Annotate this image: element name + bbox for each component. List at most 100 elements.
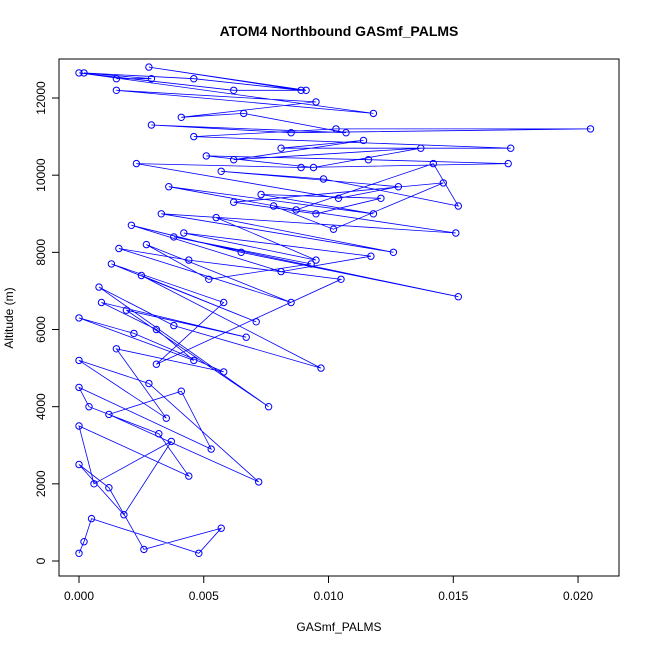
y-tick-label: 0: [34, 557, 48, 564]
data-point: [170, 233, 178, 241]
data-point: [195, 549, 203, 557]
data-point: [329, 225, 338, 233]
data-point: [292, 206, 300, 214]
x-tick-label: 0.020: [563, 589, 593, 603]
data-point: [252, 318, 260, 326]
data-point: [230, 156, 238, 164]
data-point: [255, 478, 263, 486]
data-point: [180, 229, 188, 237]
data-point: [257, 190, 265, 199]
data-point: [112, 345, 121, 353]
data-point: [394, 183, 403, 191]
data-point: [359, 136, 368, 145]
data-point: [75, 356, 83, 365]
y-tick-label: 12000: [34, 81, 48, 115]
data-point: [190, 132, 198, 141]
x-axis: 0.000 0.005 0.010 0.015 0.020: [64, 576, 593, 603]
data-point: [417, 144, 425, 152]
x-axis-label: GASmf_PALMS: [296, 620, 381, 634]
data-point: [170, 321, 178, 330]
data-point: [312, 256, 320, 264]
data-point: [312, 98, 320, 106]
data-point: [207, 445, 215, 453]
data-point: [217, 167, 225, 176]
data-point: [75, 422, 83, 430]
data-point: [389, 248, 398, 257]
x-tick-label: 0.010: [314, 589, 344, 603]
data-point: [302, 86, 310, 95]
y-tick-label: 6000: [34, 316, 48, 343]
data-point: [202, 152, 211, 160]
chart-title: ATOM4 Northbound GASmf_PALMS: [220, 23, 459, 39]
y-tick-label: 4000: [34, 393, 48, 420]
data-point: [75, 314, 83, 322]
data-point: [369, 109, 378, 118]
data-point: [80, 69, 88, 77]
data-point: [334, 194, 343, 203]
data-point: [142, 240, 151, 249]
data-point: [220, 368, 228, 376]
data-point: [287, 298, 295, 307]
data-point: [132, 159, 141, 168]
data-point: [190, 75, 198, 83]
data-point: [87, 514, 96, 523]
data-point: [75, 383, 83, 392]
data-point: [307, 260, 315, 268]
data-point: [364, 156, 373, 164]
data-point: [277, 144, 285, 152]
data-point: [264, 403, 273, 411]
data-point: [97, 298, 106, 307]
x-tick-label: 0.000: [64, 589, 94, 603]
data-point: [127, 221, 136, 230]
data-point: [586, 125, 595, 133]
data-point: [317, 364, 325, 372]
data-point: [242, 333, 250, 341]
data-point: [319, 175, 328, 183]
data-point: [85, 403, 93, 411]
data-point: [137, 271, 146, 280]
data-point: [429, 159, 437, 168]
data-point: [112, 75, 121, 83]
data-point: [212, 213, 220, 222]
data-point: [165, 183, 173, 191]
data-point: [90, 480, 98, 488]
data-point: [439, 179, 447, 187]
data-point: [145, 63, 153, 71]
data-point: [277, 267, 285, 276]
data-point: [75, 69, 83, 77]
data-point: [105, 484, 113, 492]
data-point: [237, 248, 245, 257]
data-point: [367, 252, 375, 260]
data-point: [185, 472, 193, 480]
data-point: [177, 113, 186, 122]
data-point: [105, 410, 113, 419]
data-point: [177, 387, 186, 395]
data-point: [122, 306, 131, 314]
data-point: [75, 549, 83, 557]
data-point: [507, 144, 515, 152]
data-point: [297, 86, 305, 95]
data-point: [80, 538, 88, 546]
data-point: [297, 163, 305, 172]
data-point: [145, 379, 153, 388]
data-point: [454, 202, 462, 210]
data-point: [220, 298, 228, 307]
x-tick-label: 0.005: [189, 589, 219, 603]
data-point: [309, 163, 318, 172]
data-point: [369, 210, 378, 218]
data-point: [190, 356, 198, 365]
data-point: [287, 129, 295, 137]
plot-area: [75, 63, 595, 557]
data-point: [377, 194, 385, 203]
data-point: [140, 545, 148, 554]
data-point: [75, 460, 83, 469]
data-point: [230, 86, 238, 95]
data-point: [115, 244, 123, 253]
data-point: [452, 229, 460, 237]
data-point: [95, 283, 103, 291]
data-point: [147, 75, 156, 83]
data-point: [167, 437, 176, 446]
data-point: [240, 109, 248, 118]
data-point: [155, 430, 163, 438]
